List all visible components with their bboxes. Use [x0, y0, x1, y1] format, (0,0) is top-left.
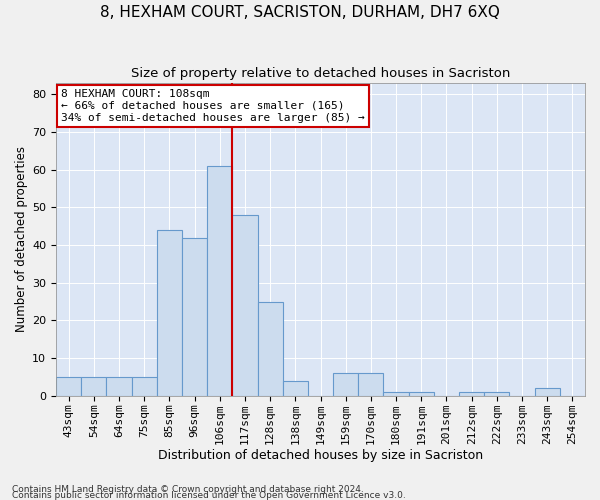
Bar	[81, 377, 106, 396]
Bar	[257, 302, 283, 396]
Bar	[232, 215, 257, 396]
Bar	[484, 392, 509, 396]
Text: 8, HEXHAM COURT, SACRISTON, DURHAM, DH7 6XQ: 8, HEXHAM COURT, SACRISTON, DURHAM, DH7 …	[100, 5, 500, 20]
Bar	[207, 166, 232, 396]
Bar	[157, 230, 182, 396]
Bar	[358, 373, 383, 396]
Bar	[333, 373, 358, 396]
Bar	[409, 392, 434, 396]
Bar	[535, 388, 560, 396]
Bar	[131, 377, 157, 396]
Bar	[56, 377, 81, 396]
Bar	[106, 377, 131, 396]
Text: 8 HEXHAM COURT: 108sqm
← 66% of detached houses are smaller (165)
34% of semi-de: 8 HEXHAM COURT: 108sqm ← 66% of detached…	[61, 90, 365, 122]
Title: Size of property relative to detached houses in Sacriston: Size of property relative to detached ho…	[131, 68, 510, 80]
Bar	[459, 392, 484, 396]
Bar	[383, 392, 409, 396]
Text: Contains public sector information licensed under the Open Government Licence v3: Contains public sector information licen…	[12, 490, 406, 500]
Bar	[182, 238, 207, 396]
Y-axis label: Number of detached properties: Number of detached properties	[15, 146, 28, 332]
Text: Contains HM Land Registry data © Crown copyright and database right 2024.: Contains HM Land Registry data © Crown c…	[12, 485, 364, 494]
X-axis label: Distribution of detached houses by size in Sacriston: Distribution of detached houses by size …	[158, 450, 483, 462]
Bar	[283, 380, 308, 396]
